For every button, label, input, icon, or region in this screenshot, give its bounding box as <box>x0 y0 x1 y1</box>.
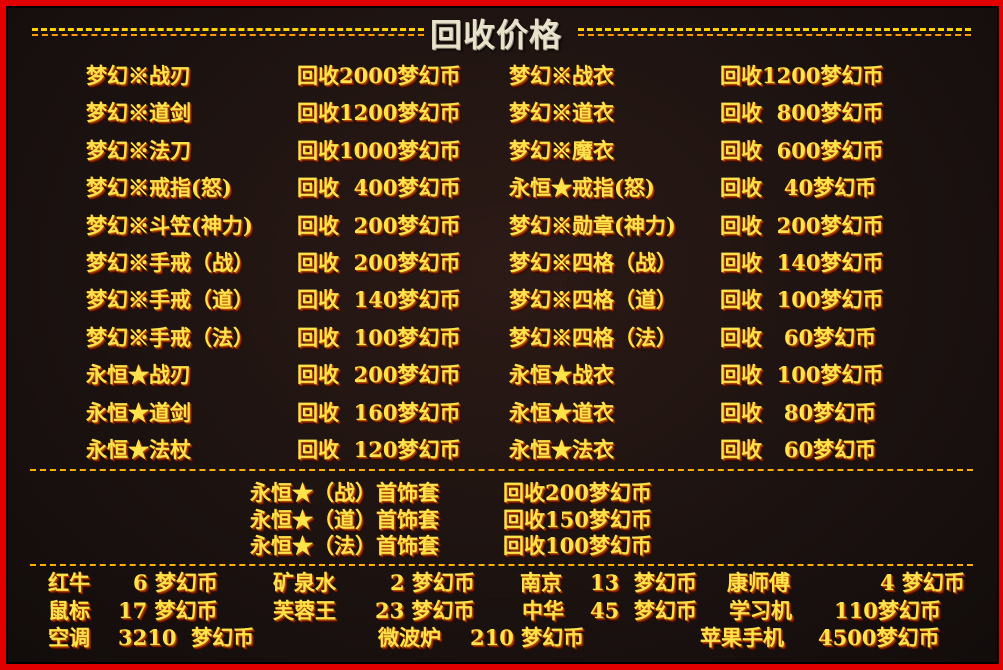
item-price: 回收 600梦幻币 <box>720 137 884 163</box>
set-price: 回收150梦幻币 <box>503 506 652 532</box>
header-divider-right <box>578 28 971 31</box>
price-board <box>6 6 999 664</box>
item-name: 梦幻※四格（道） <box>509 287 677 313</box>
item-name: 梦幻※斗笠(神力) <box>86 212 253 238</box>
item-name: 永恒★道剑 <box>86 399 191 425</box>
item-name: 梦幻※魔衣 <box>509 137 614 163</box>
header-divider-right-2 <box>578 34 971 36</box>
item-name: 梦幻※战衣 <box>509 63 614 88</box>
header-divider-left-2 <box>32 34 424 36</box>
item-name: 梦幻※手戒（战） <box>86 250 254 275</box>
item-price: 回收1200梦幻币 <box>297 100 461 126</box>
goods-name: 空调 <box>48 625 90 650</box>
item-price: 回收 140梦幻币 <box>297 287 461 313</box>
item-name: 梦幻※法刀 <box>86 137 191 163</box>
goods-price: 210 梦幻币 <box>470 625 585 650</box>
goods-name: 微波炉 <box>378 625 441 650</box>
goods-price: 23 梦幻币 <box>375 597 475 623</box>
item-price: 回收 100梦幻币 <box>720 287 884 313</box>
set-name: 永恒★（法）首饰套 <box>250 533 439 558</box>
item-price: 回收1200梦幻币 <box>720 63 884 88</box>
item-name: 梦幻※道衣 <box>509 100 614 126</box>
goods-price: 4500梦幻币 <box>818 625 940 650</box>
set-price: 回收200梦幻币 <box>503 480 652 505</box>
goods-price: 110梦幻币 <box>834 597 941 623</box>
item-price: 回收 100梦幻币 <box>720 362 884 388</box>
goods-price: 13 梦幻币 <box>590 570 697 595</box>
goods-name: 矿泉水 <box>273 570 336 595</box>
item-price: 回收 120梦幻币 <box>297 437 461 462</box>
item-price: 回收 80梦幻币 <box>720 399 877 425</box>
goods-name: 鼠标 <box>48 597 90 623</box>
item-price: 回收 160梦幻币 <box>297 399 461 425</box>
goods-price: 2 梦幻币 <box>390 570 475 595</box>
goods-price: 45 梦幻币 <box>590 597 697 623</box>
item-name: 梦幻※四格（战） <box>509 250 677 275</box>
item-name: 梦幻※勋章(神力) <box>509 212 676 238</box>
item-price: 回收 800梦幻币 <box>720 100 884 126</box>
goods-price: 3210 梦幻币 <box>118 625 255 650</box>
item-price: 回收1000梦幻币 <box>297 137 461 163</box>
item-name: 梦幻※手戒（道） <box>86 287 254 313</box>
section-divider <box>30 469 973 471</box>
goods-name: 苹果手机 <box>700 625 784 650</box>
item-price: 回收 400梦幻币 <box>297 175 461 201</box>
goods-price: 6 梦幻币 <box>133 570 218 595</box>
item-price: 回收 100梦幻币 <box>297 324 461 350</box>
item-price: 回收 140梦幻币 <box>720 250 884 275</box>
goods-name: 芙蓉王 <box>273 597 336 623</box>
set-price: 回收100梦幻币 <box>503 533 652 558</box>
goods-name: 红牛 <box>48 570 90 595</box>
item-name: 永恒★戒指(怒) <box>509 175 655 201</box>
item-price: 回收2000梦幻币 <box>297 63 461 88</box>
item-name: 梦幻※道剑 <box>86 100 191 126</box>
item-name: 梦幻※戒指(怒) <box>86 175 232 201</box>
set-name: 永恒★（战）首饰套 <box>250 480 439 505</box>
item-name: 永恒★道衣 <box>509 399 614 425</box>
goods-name: 中华 <box>522 597 564 623</box>
goods-price: 4 梦幻币 <box>880 570 965 595</box>
item-name: 永恒★战衣 <box>509 362 614 388</box>
item-name: 永恒★法杖 <box>86 437 191 462</box>
goods-name: 南京 <box>520 570 562 595</box>
header-divider-left <box>32 28 424 31</box>
item-name: 梦幻※战刃 <box>86 63 191 88</box>
item-price: 回收 60梦幻币 <box>720 324 877 350</box>
item-name: 永恒★法衣 <box>509 437 614 462</box>
item-price: 回收 200梦幻币 <box>297 212 461 238</box>
goods-price: 17 梦幻币 <box>118 597 218 623</box>
item-name: 梦幻※手戒（法） <box>86 324 254 350</box>
item-name: 永恒★战刃 <box>86 362 191 388</box>
section-divider <box>30 564 973 566</box>
item-price: 回收 200梦幻币 <box>297 362 461 388</box>
item-name: 梦幻※四格（法） <box>509 324 677 350</box>
goods-name: 学习机 <box>729 597 792 623</box>
item-price: 回收 40梦幻币 <box>720 175 877 201</box>
item-price: 回收 200梦幻币 <box>720 212 884 238</box>
item-price: 回收 200梦幻币 <box>297 250 461 275</box>
set-name: 永恒★（道）首饰套 <box>250 506 439 532</box>
item-price: 回收 60梦幻币 <box>720 437 877 462</box>
goods-name: 康师傅 <box>727 570 790 595</box>
page-title: 回收价格 <box>430 16 563 54</box>
